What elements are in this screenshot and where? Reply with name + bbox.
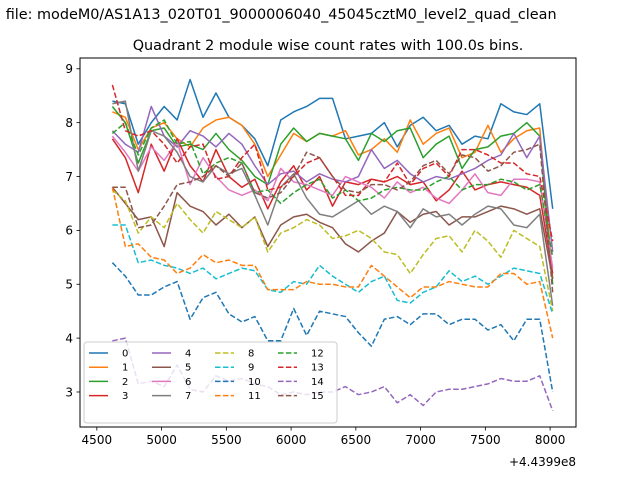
legend-label: 2	[122, 377, 128, 388]
series-line-2	[111, 106, 554, 285]
y-tick-label: 7	[65, 170, 73, 184]
legend-label: 10	[248, 377, 261, 388]
legend-item-7: 7	[152, 391, 191, 402]
y-tick-label: 9	[65, 62, 73, 76]
legend-item-14: 14	[278, 377, 324, 388]
legend-item-10: 10	[215, 377, 261, 388]
legend-item-9: 9	[215, 363, 254, 374]
legend-item-3: 3	[89, 391, 128, 402]
legend-label: 7	[185, 391, 191, 402]
series-line-8	[111, 189, 554, 312]
x-tick-label: 8000	[535, 433, 566, 447]
x-tick-label: 7500	[470, 433, 501, 447]
legend-item-0: 0	[89, 349, 128, 360]
y-tick-label: 5	[65, 278, 73, 292]
chart-title: Quadrant 2 module wise count rates with …	[133, 38, 524, 54]
x-axis: 4500 5000 5500 6000 6500 7000 7500 8000	[82, 427, 566, 447]
figure-suptitle: n file: modeM0/AS1A13_020T01_9000006040_…	[0, 7, 557, 23]
legend-label: 14	[311, 377, 324, 388]
y-tick-label: 8	[65, 116, 73, 130]
legend-label: 15	[311, 391, 324, 402]
axes-frame	[79, 57, 577, 428]
x-tick-label: 6500	[341, 433, 372, 447]
y-tick-label: 3	[65, 385, 73, 399]
legend-item-13: 13	[278, 363, 324, 374]
legend-label: 12	[311, 349, 324, 360]
x-tick-label: 4500	[82, 433, 113, 447]
series-line-15	[112, 143, 554, 293]
x-tick-label: 5000	[146, 433, 177, 447]
legend-item-2: 2	[89, 377, 128, 388]
legend-label: 5	[185, 363, 191, 374]
y-tick-label: 4	[65, 331, 73, 345]
y-tick-label: 6	[65, 224, 73, 238]
x-tick-label: 5500	[211, 433, 242, 447]
legend-label: 9	[248, 363, 254, 374]
legend-label: 1	[122, 363, 128, 374]
legend-label: 0	[122, 349, 128, 360]
series-line-10	[111, 262, 554, 393]
series-line-4	[111, 105, 554, 253]
legend-item-11: 11	[215, 391, 261, 402]
legend-label: 8	[248, 349, 254, 360]
legend-item-6: 6	[152, 377, 191, 388]
y-axis: 3 4 5 6 7 8 9	[65, 62, 80, 399]
series-line-3	[111, 138, 554, 274]
series-line-5	[111, 186, 554, 279]
legend-label: 13	[311, 363, 324, 374]
legend-item-8: 8	[215, 349, 254, 360]
legend-label: 3	[122, 391, 128, 402]
x-tick-label: 7000	[405, 433, 436, 447]
legend-item-5: 5	[152, 363, 191, 374]
series-line-9	[112, 224, 554, 315]
series-line-0	[112, 78, 554, 209]
legend-label: 11	[248, 391, 261, 402]
legend-item-1: 1	[89, 363, 128, 374]
series-line-12	[111, 119, 554, 258]
legend-item-12: 12	[278, 349, 324, 360]
x-tick-label: 6000	[276, 433, 307, 447]
legend-item-4: 4	[152, 349, 191, 360]
legend-label: 6	[185, 377, 191, 388]
series-line-11	[111, 187, 554, 339]
series-line-7	[112, 100, 554, 306]
legend-label: 4	[185, 349, 191, 360]
x-offset-label: +4.4399e8	[509, 455, 576, 469]
plot-area	[111, 78, 554, 412]
legend-frame	[83, 341, 338, 424]
series-line-6	[111, 135, 554, 269]
legend-item-15: 15	[278, 391, 324, 402]
